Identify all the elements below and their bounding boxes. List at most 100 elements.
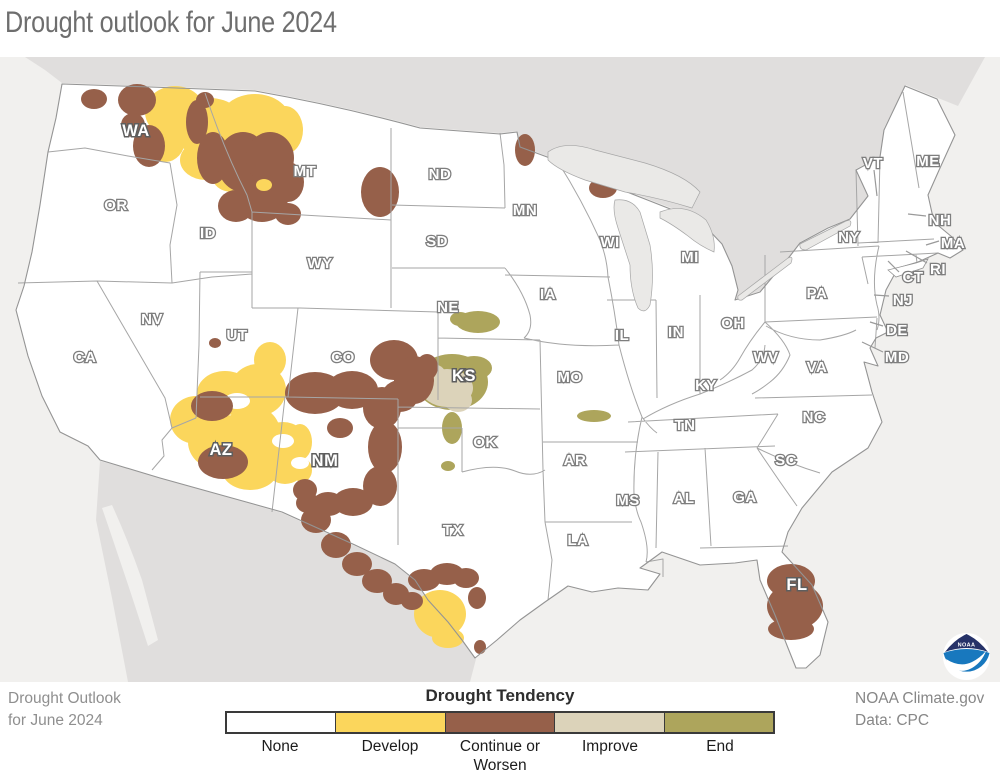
lake-superior xyxy=(547,145,701,209)
mexico-landmass xyxy=(96,461,476,682)
us-landmass xyxy=(16,84,963,668)
state-label-co: CO xyxy=(331,349,355,366)
state-label-ne: NE xyxy=(437,299,459,316)
state-label-nd: ND xyxy=(429,166,452,183)
state-label-nm: NM xyxy=(312,452,339,470)
long-island xyxy=(887,258,929,278)
state-label-oh: OH xyxy=(721,315,745,332)
gulf-of-california xyxy=(102,505,158,646)
noaa-logo: NOAA xyxy=(943,633,990,680)
credits: NOAA Climate.gov Data: CPC xyxy=(855,688,984,733)
state-borders xyxy=(17,91,939,601)
legend: Drought Tendency None Develop Continue o… xyxy=(225,682,775,776)
state-label-vt: VT xyxy=(863,155,883,172)
state-label-wv: WV xyxy=(753,349,778,366)
lake-ontario xyxy=(799,220,852,251)
callout-line-ct xyxy=(887,260,900,273)
credit-line2: Data: CPC xyxy=(855,712,930,730)
continue-worsen-regions xyxy=(81,84,823,654)
state-label-nv: NV xyxy=(141,311,163,328)
callout-line-md xyxy=(861,341,884,353)
page-title: Drought outlook for June 2024 xyxy=(5,6,337,39)
state-label-mn: MN xyxy=(513,202,537,219)
state-label-sc: SC xyxy=(775,452,797,469)
state-label-sd: SD xyxy=(426,233,448,250)
state-label-ct: CT xyxy=(903,269,924,286)
legend-swatch-none xyxy=(227,713,337,732)
state-label-ny: NY xyxy=(838,229,860,246)
callout-line-ri xyxy=(905,250,928,264)
map-panel: WA OR CA NV ID MT WY UT CO AZ NM ND SD NE KS OK TX MN IA MO… xyxy=(0,57,1000,682)
callout-line-nj xyxy=(873,294,890,297)
state-labels: WA OR CA NV ID MT WY UT CO AZ NM ND SD NE KS OK TX MN IA MO… xyxy=(72,121,966,596)
us-drought-map: WA OR CA NV ID MT WY UT CO AZ NM ND SD NE KS OK TX MN IA MO… xyxy=(0,57,1000,682)
caption-line2: for June 2024 xyxy=(8,712,103,730)
develop-montana-spot xyxy=(256,179,272,191)
legend-swatch-end xyxy=(664,713,774,732)
great-lakes xyxy=(547,145,852,312)
legend-label-end: End xyxy=(706,738,734,755)
legend-swatch-develop xyxy=(336,713,446,732)
state-label-ma: MA xyxy=(941,235,965,252)
callout-line-ma xyxy=(925,240,940,246)
lake-erie xyxy=(737,256,793,301)
state-label-al: AL xyxy=(674,490,695,507)
legend-swatch-improve xyxy=(555,713,665,732)
lake-michigan xyxy=(613,199,653,312)
state-label-ri: RI xyxy=(930,261,946,278)
noaa-logo-text: NOAA xyxy=(958,643,976,649)
callout-line-de xyxy=(869,321,884,327)
legend-swatch-continue-worsen xyxy=(445,713,556,732)
state-label-ok: OK xyxy=(473,434,497,451)
legend-color-bar xyxy=(225,711,775,734)
legend-label-develop: Develop xyxy=(361,738,419,755)
legend-label-none: None xyxy=(261,738,299,755)
state-label-mo: MO xyxy=(557,369,582,386)
state-label-nh: NH xyxy=(929,212,952,229)
state-label-nj: NJ xyxy=(893,292,913,309)
lake-huron xyxy=(659,208,715,253)
state-label-az: AZ xyxy=(210,441,233,459)
canada-landmass xyxy=(25,57,985,299)
page-header: Drought outlook for June 2024 xyxy=(0,0,1000,57)
state-label-wy: WY xyxy=(307,255,332,272)
state-label-ar: AR xyxy=(564,452,587,469)
state-label-ks: KS xyxy=(452,367,476,385)
state-label-fl: FL xyxy=(786,576,807,594)
state-label-me: ME xyxy=(916,153,940,170)
state-label-tn: TN xyxy=(675,417,696,434)
legend-label-continue-worsen: Continue or Worsen xyxy=(459,738,541,775)
callout-line-vt xyxy=(873,169,878,197)
state-label-ut: UT xyxy=(227,327,248,344)
state-label-il: IL xyxy=(615,327,629,344)
state-label-or: OR xyxy=(104,197,128,214)
state-label-wi: WI xyxy=(600,234,619,251)
callout-line-nh xyxy=(907,213,927,217)
state-label-ca: CA xyxy=(74,349,97,366)
state-label-ga: GA xyxy=(733,489,757,506)
state-label-ms: MS xyxy=(616,492,640,509)
legend-label-improve: Improve xyxy=(582,738,638,755)
map-caption: Drought Outlook for June 2024 xyxy=(8,688,121,733)
state-label-mt: MT xyxy=(294,163,317,180)
state-label-id: ID xyxy=(200,225,216,242)
footer: Drought Outlook for June 2024 Drought Te… xyxy=(0,682,1000,782)
state-label-ky: KY xyxy=(695,377,717,394)
state-label-ia: IA xyxy=(540,286,556,303)
legend-labels: None Develop Continue or Worsen Improve … xyxy=(225,737,775,776)
state-label-tx: TX xyxy=(443,522,463,539)
callout-lines xyxy=(861,169,940,353)
state-label-la: LA xyxy=(568,532,589,549)
state-label-md: MD xyxy=(885,349,909,366)
state-label-nc: NC xyxy=(803,409,826,426)
legend-title: Drought Tendency xyxy=(425,686,575,705)
us-outline xyxy=(15,83,964,669)
state-label-in: IN xyxy=(668,324,684,341)
caption-line1: Drought Outlook xyxy=(8,690,121,707)
state-label-mi: MI xyxy=(681,249,699,266)
state-label-wa: WA xyxy=(122,122,150,140)
credit-line1: NOAA Climate.gov xyxy=(855,690,985,707)
state-label-va: VA xyxy=(807,359,828,376)
state-label-de: DE xyxy=(886,322,908,339)
